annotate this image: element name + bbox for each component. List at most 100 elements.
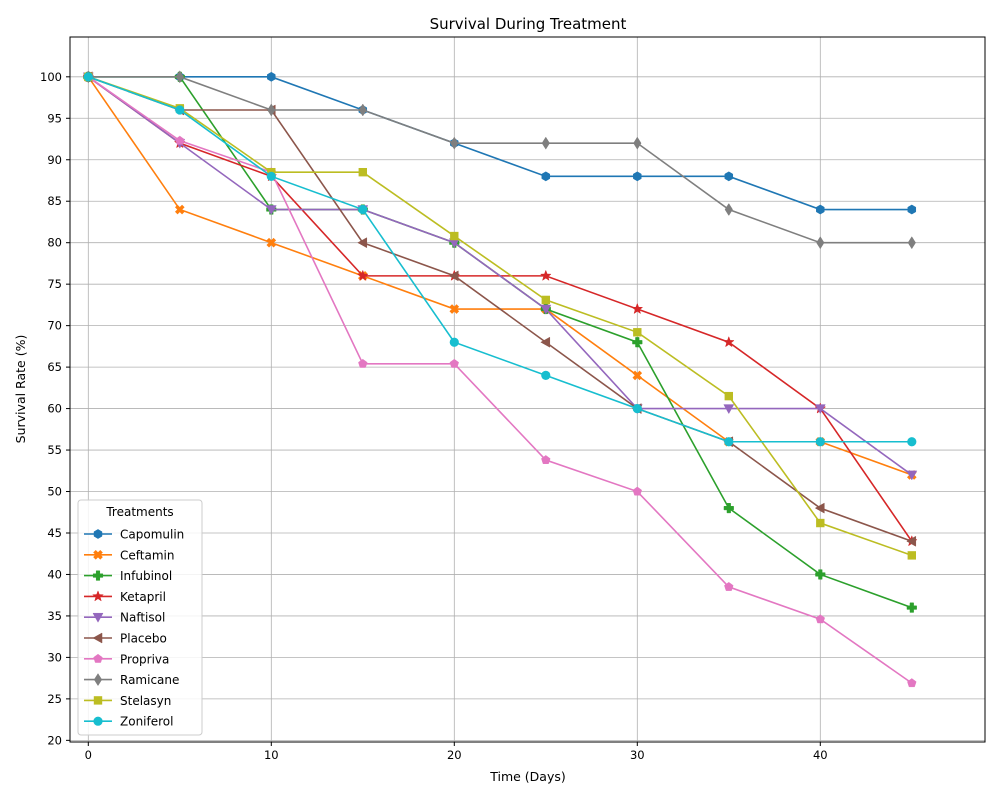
data-point — [906, 470, 918, 481]
data-point — [358, 358, 368, 368]
series-line — [88, 76, 913, 557]
y-tick-label: 70 — [47, 319, 62, 333]
data-point — [93, 549, 103, 560]
data-point — [724, 391, 733, 401]
y-tick-label: 85 — [47, 194, 62, 208]
legend-item: Capomulin — [84, 528, 184, 542]
data-point — [265, 205, 277, 216]
data-point — [907, 678, 917, 688]
series-line — [88, 76, 913, 609]
y-tick-label: 90 — [47, 153, 62, 167]
series-line — [88, 76, 912, 211]
x-tick-label: 0 — [85, 748, 92, 762]
data-point — [815, 437, 825, 447]
legend-label: Naftisol — [120, 611, 165, 625]
grid-lines — [70, 37, 985, 742]
data-point — [723, 503, 734, 514]
data-point — [632, 403, 642, 414]
data-point — [92, 612, 104, 623]
data-point — [174, 204, 185, 215]
data-point — [93, 716, 103, 726]
data-point — [816, 204, 825, 215]
data-point — [449, 337, 459, 347]
data-point — [450, 136, 459, 150]
data-point — [724, 581, 734, 591]
data-point — [267, 71, 276, 82]
data-point — [540, 304, 552, 315]
series-group — [82, 72, 918, 481]
data-point — [358, 204, 368, 215]
data-point — [93, 673, 103, 687]
data-point — [92, 570, 104, 581]
y-tick-label: 35 — [47, 609, 62, 623]
data-point — [357, 237, 368, 249]
data-point — [906, 602, 917, 613]
y-tick-label: 45 — [47, 526, 62, 540]
legend-item: Ketapril — [84, 590, 166, 604]
data-point — [815, 614, 825, 624]
legend-item: Stelasyn — [84, 694, 171, 708]
legend-label: Stelasyn — [120, 694, 171, 708]
data-point — [815, 569, 826, 580]
data-point-shape — [632, 370, 643, 381]
data-point — [633, 136, 642, 150]
series-line — [87, 76, 913, 684]
data-point — [266, 237, 277, 248]
legend-item: Ramicane — [84, 673, 179, 687]
data-point — [632, 337, 643, 348]
data-point — [632, 486, 642, 496]
data-point — [539, 269, 552, 281]
y-tick-label: 75 — [47, 277, 62, 291]
y-tick-label: 50 — [47, 485, 62, 499]
y-tick-label: 30 — [47, 650, 62, 664]
data-point — [907, 437, 917, 447]
y-tick-label: 20 — [47, 733, 62, 747]
data-point — [449, 304, 460, 314]
data-point — [633, 171, 642, 182]
legend-label: Zoniferol — [120, 715, 173, 729]
data-point — [540, 336, 551, 348]
data-point — [92, 632, 103, 644]
data-point — [266, 171, 276, 181]
x-tick-label: 30 — [630, 748, 645, 762]
legend-item: Naftisol — [84, 611, 165, 625]
data-point — [633, 328, 642, 337]
data-point — [816, 518, 825, 528]
data-point — [906, 535, 917, 547]
data-point — [816, 236, 825, 250]
x-tick-label: 40 — [813, 748, 828, 762]
data-point — [92, 590, 104, 602]
series-line — [88, 76, 912, 443]
x-tick-label: 10 — [264, 748, 279, 762]
data-point — [93, 529, 103, 539]
y-axis-label: Survival Rate (%) — [13, 335, 28, 444]
series-group — [83, 72, 917, 447]
data-point — [541, 370, 551, 380]
legend-item: Zoniferol — [84, 715, 173, 729]
data-point — [723, 404, 735, 415]
data-point — [814, 502, 825, 514]
data-point — [907, 551, 916, 560]
data-point — [907, 236, 916, 250]
data-point — [175, 105, 185, 115]
y-tick-label: 55 — [47, 443, 62, 457]
data-point — [83, 72, 93, 82]
data-point — [358, 103, 367, 117]
x-axis-label: Time (Days) — [489, 769, 566, 784]
data-point — [541, 171, 551, 182]
series-lines — [82, 70, 918, 688]
legend-title: Treatments — [105, 505, 173, 519]
y-tick-label: 80 — [47, 236, 62, 250]
legend-box — [77, 499, 203, 736]
plot-frame — [69, 36, 986, 743]
data-point-shape — [266, 237, 277, 248]
y-tick-label: 65 — [47, 360, 62, 374]
data-point — [450, 231, 459, 241]
data-point — [93, 653, 103, 663]
legend-label: Infubinol — [120, 569, 172, 583]
series-line — [88, 76, 913, 543]
legend-label: Ramicane — [120, 673, 179, 687]
legend-label: Placebo — [120, 632, 167, 646]
legend-item: Ceftamin — [84, 548, 174, 562]
